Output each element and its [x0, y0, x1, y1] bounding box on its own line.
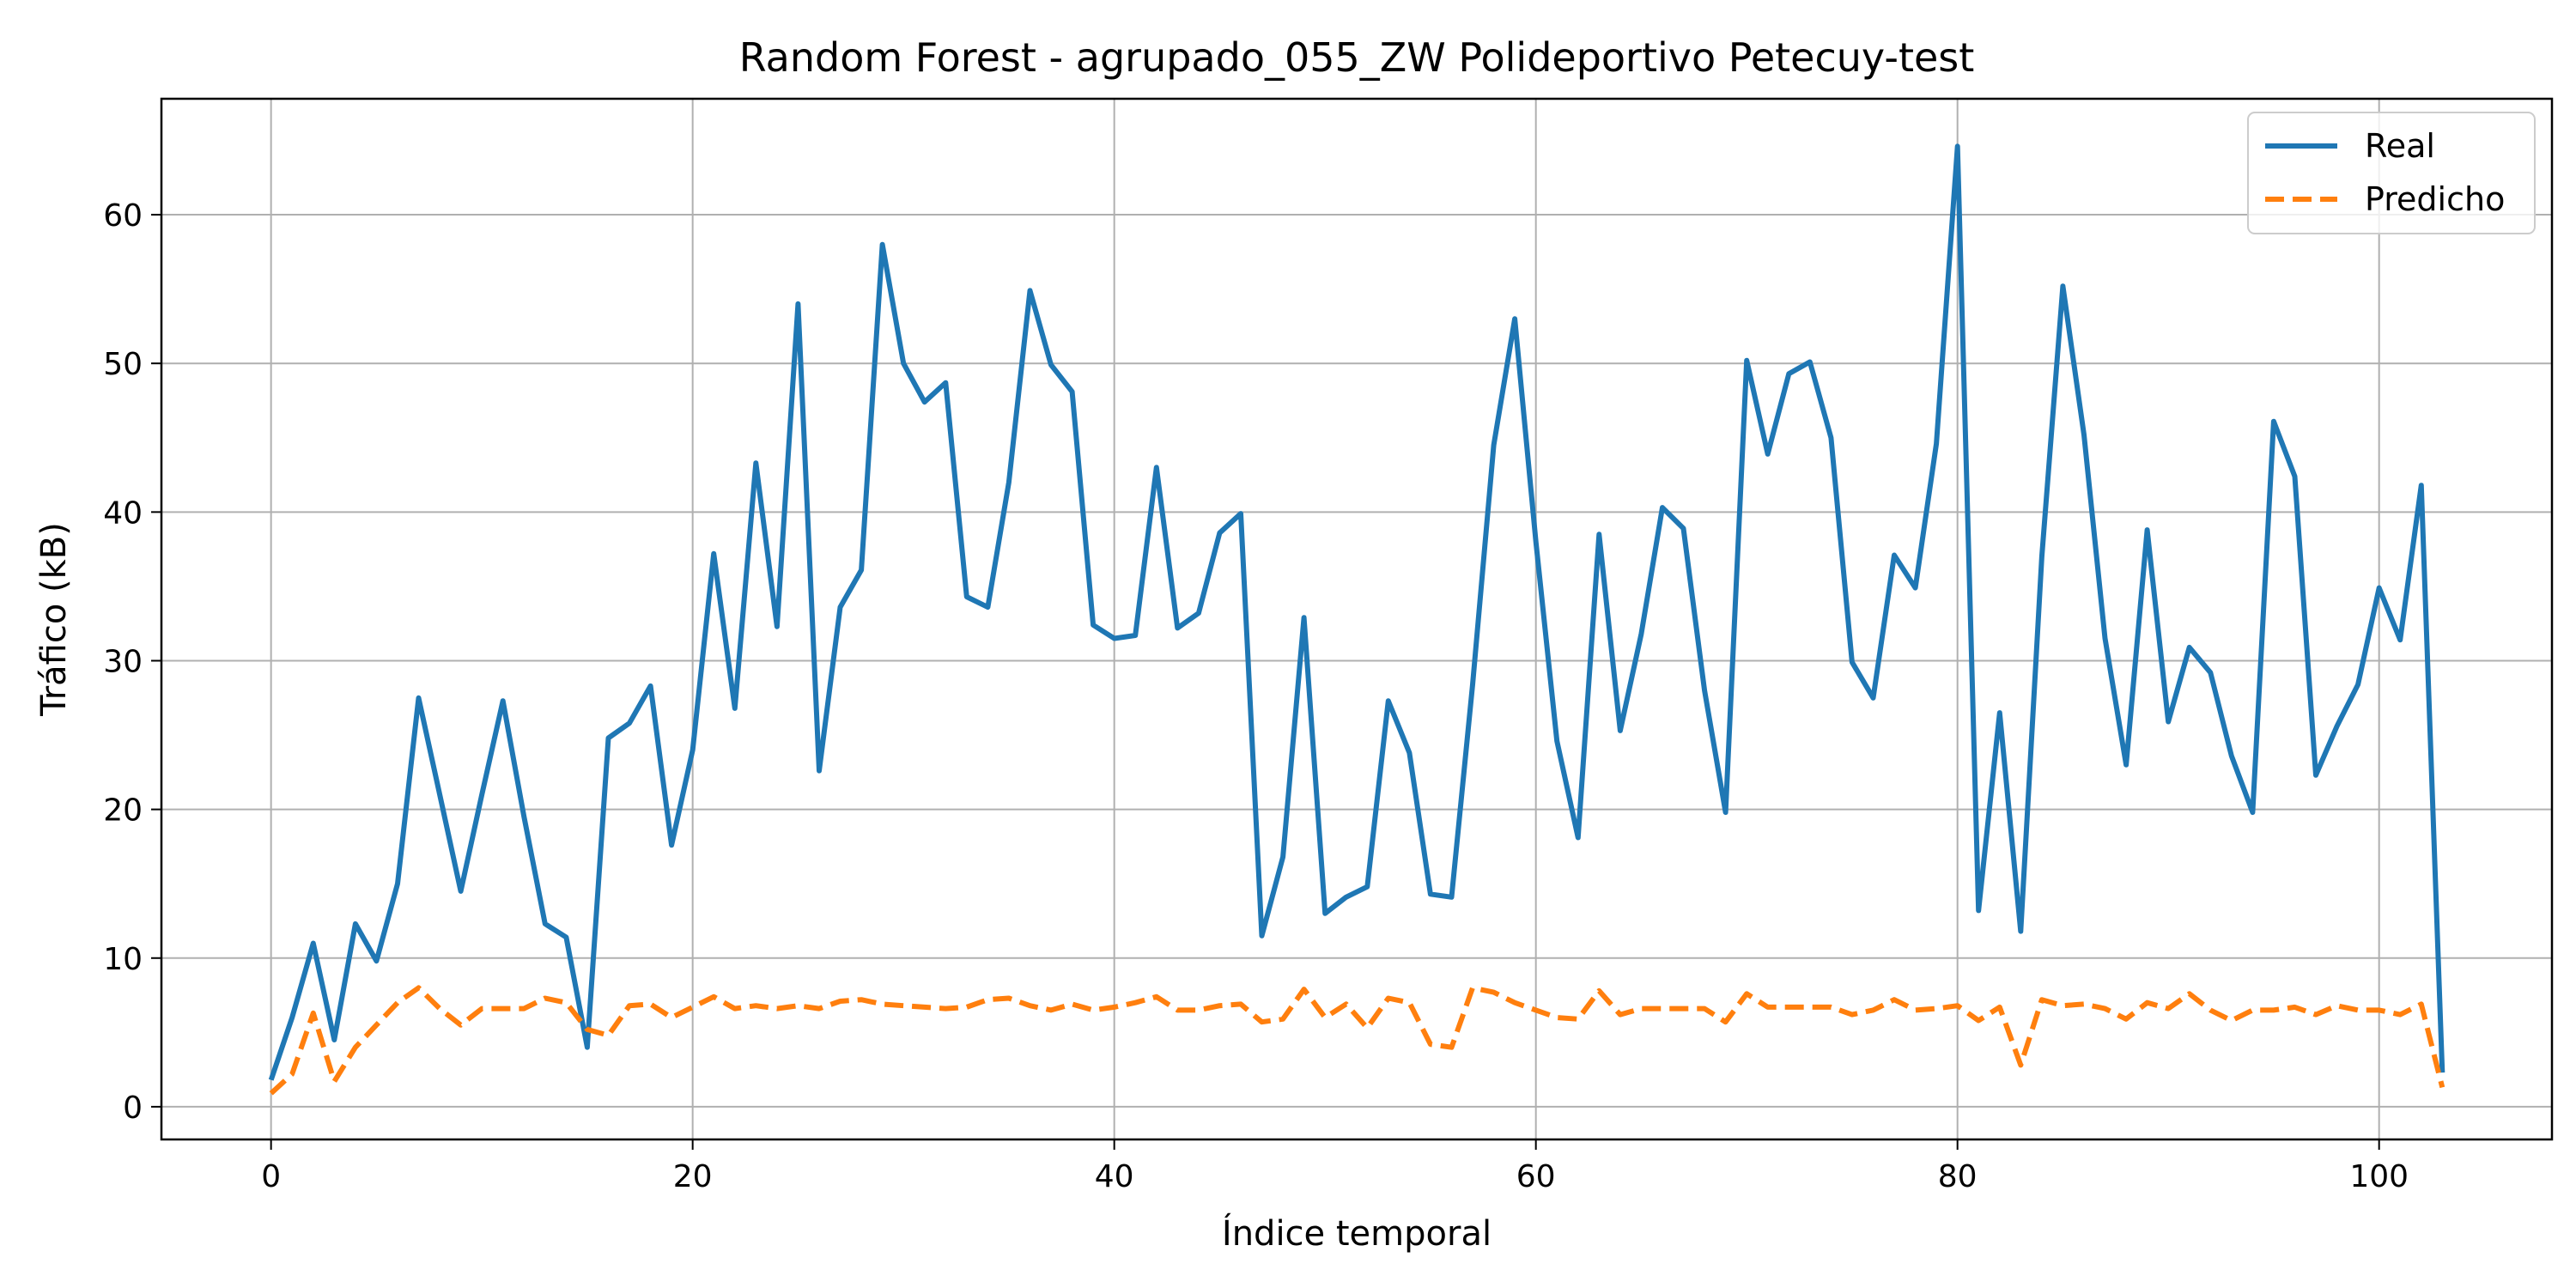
x-tick-label: 0	[261, 1159, 281, 1194]
plot-frame	[160, 97, 2554, 1141]
grid-lines	[161, 99, 2552, 1139]
series-line-real	[268, 143, 2445, 1081]
y-tick-label: 30	[103, 644, 143, 679]
y-tick-label: 0	[123, 1091, 143, 1126]
series-line-predicho	[269, 985, 2445, 1096]
y-axis-label: Tráfico (kB)	[34, 522, 74, 717]
x-axis-label: Índice temporal	[1222, 1212, 1492, 1254]
y-tick-label: 10	[103, 942, 143, 977]
x-tick-label: 100	[2349, 1159, 2409, 1194]
legend-label-predicho: Predicho	[2365, 180, 2505, 218]
y-tick-label: 40	[103, 495, 143, 531]
y-tick-label: 60	[103, 198, 143, 234]
x-tick-label: 40	[1095, 1159, 1134, 1194]
axis-ticks: 0 20 40 60 80 100 0 10 20 30 40 50 60	[103, 198, 2409, 1194]
y-tick-label: 50	[103, 347, 143, 382]
legend-box	[2247, 112, 2536, 234]
x-tick-label: 20	[673, 1159, 713, 1194]
legend-label-real: Real	[2365, 127, 2435, 165]
x-tick-label: 80	[1938, 1159, 1978, 1194]
y-tick-label: 20	[103, 793, 143, 829]
legend: Real Predicho	[2247, 112, 2536, 234]
chart-title: Random Forest - agrupado_055_ZW Polidepo…	[739, 34, 1975, 81]
x-tick-label: 60	[1516, 1159, 1556, 1194]
series-lines	[268, 143, 2445, 1096]
